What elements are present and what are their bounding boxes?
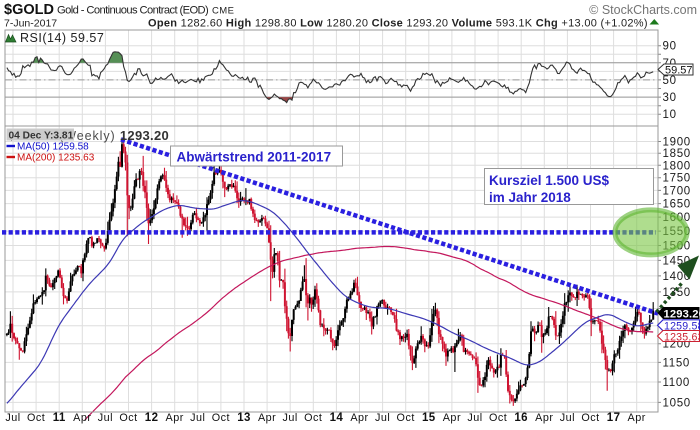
- svg-text:1700: 1700: [663, 185, 691, 197]
- svg-text:Oct: Oct: [304, 412, 322, 424]
- svg-text:1100: 1100: [663, 377, 691, 389]
- svg-text:1235.63: 1235.63: [664, 331, 700, 343]
- svg-text:1150: 1150: [663, 357, 691, 369]
- svg-text:Apr: Apr: [258, 412, 276, 424]
- svg-text:$GOLD: $GOLD: [4, 2, 54, 18]
- svg-text:04 Dec Y:3.81: 04 Dec Y:3.81: [9, 130, 74, 141]
- svg-text:Oct: Oct: [119, 412, 137, 424]
- svg-text:15: 15: [422, 412, 436, 424]
- svg-text:Apr: Apr: [535, 412, 553, 424]
- svg-text:17: 17: [607, 412, 621, 424]
- svg-text:MA(50) 1259.58: MA(50) 1259.58: [17, 142, 89, 153]
- svg-text:16: 16: [514, 412, 528, 424]
- svg-text:59.57: 59.57: [665, 65, 693, 77]
- svg-text:Apr: Apr: [166, 412, 184, 424]
- svg-text:1293.20: 1293.20: [664, 309, 700, 321]
- svg-text:im Jahr 2018: im Jahr 2018: [489, 190, 571, 205]
- svg-text:1800: 1800: [663, 160, 691, 172]
- svg-text:© StockCharts.com: © StockCharts.com: [589, 3, 697, 17]
- svg-text:30: 30: [663, 92, 677, 104]
- svg-text:Kursziel 1.500 US$: Kursziel 1.500 US$: [489, 173, 610, 188]
- svg-text:Jul: Jul: [283, 412, 298, 424]
- svg-text:CME: CME: [212, 6, 234, 17]
- svg-text:RSI(14) 59.57: RSI(14) 59.57: [20, 31, 104, 45]
- svg-text:14: 14: [330, 412, 344, 424]
- svg-text:Oct: Oct: [489, 412, 507, 424]
- svg-text:1350: 1350: [663, 287, 691, 299]
- svg-text:Jul: Jul: [375, 412, 390, 424]
- svg-text:Jul: Jul: [190, 412, 205, 424]
- svg-text:13: 13: [237, 412, 251, 424]
- svg-text:Gold - Continuous Contract (EO: Gold - Continuous Contract (EOD): [57, 5, 209, 17]
- svg-text:Apr: Apr: [350, 412, 368, 424]
- svg-text:Jul: Jul: [98, 412, 113, 424]
- svg-text:1850: 1850: [663, 148, 691, 160]
- svg-text:12: 12: [145, 412, 159, 424]
- svg-text:11: 11: [53, 412, 66, 424]
- svg-text:Oct: Oct: [581, 412, 599, 424]
- svg-text:Jul: Jul: [5, 412, 20, 424]
- svg-text:1650: 1650: [663, 199, 691, 211]
- svg-text:1259.58: 1259.58: [664, 321, 700, 333]
- svg-text:10: 10: [663, 109, 677, 121]
- svg-text:MA(200) 1235.63: MA(200) 1235.63: [17, 153, 95, 164]
- svg-text:1900: 1900: [663, 137, 691, 149]
- svg-text:Oct: Oct: [397, 412, 415, 424]
- svg-text:Oct: Oct: [212, 412, 230, 424]
- svg-text:Apr: Apr: [628, 412, 646, 424]
- svg-text:Apr: Apr: [73, 412, 91, 424]
- svg-text:1050: 1050: [663, 397, 691, 409]
- svg-text:50: 50: [663, 75, 677, 87]
- svg-text:90: 90: [663, 41, 677, 53]
- svg-text:Oct: Oct: [27, 412, 45, 424]
- svg-text:1400: 1400: [663, 271, 691, 283]
- svg-text:Jul: Jul: [467, 412, 482, 424]
- svg-text:Apr: Apr: [443, 412, 461, 424]
- svg-text:Abwärtstrend 2011-2017: Abwärtstrend 2011-2017: [177, 150, 332, 165]
- svg-text:7-Jun-2017: 7-Jun-2017: [4, 18, 57, 30]
- svg-text:Jul: Jul: [560, 412, 575, 424]
- svg-text:1750: 1750: [663, 173, 691, 185]
- svg-text:Open 1282.60 High 1298.80 Low: Open 1282.60 High 1298.80 Low 1280.20 Cl…: [148, 18, 648, 30]
